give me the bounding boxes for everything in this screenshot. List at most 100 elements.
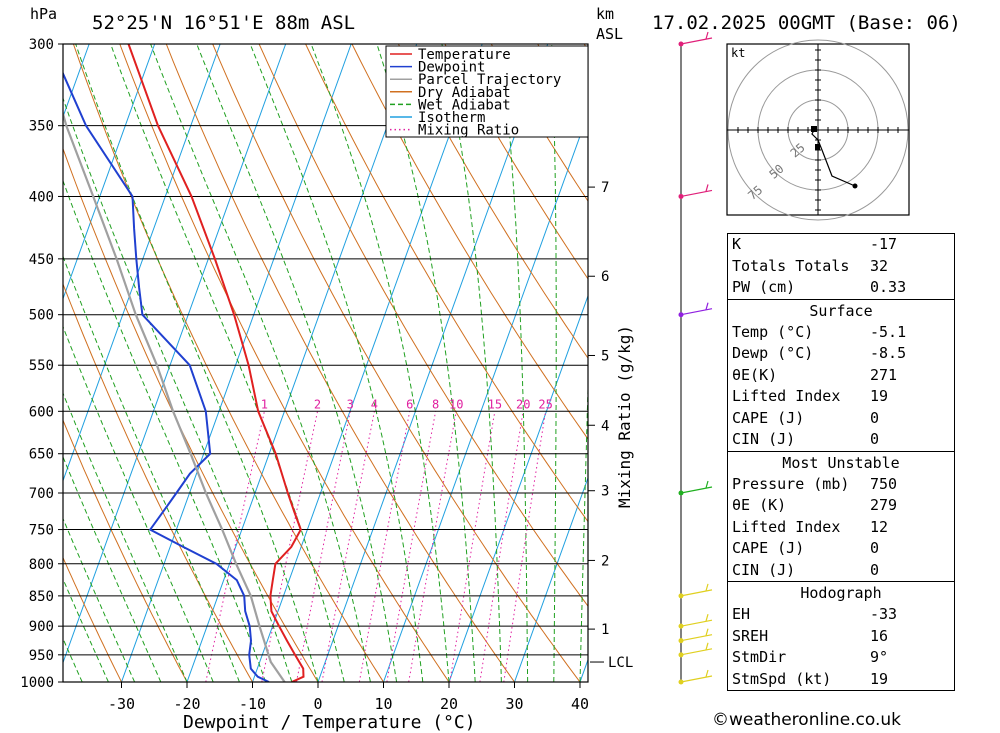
legend-box (385, 45, 589, 138)
mixing-ratio-tick-label: 15 (488, 397, 502, 411)
pressure-tick-label: 400 (29, 189, 54, 205)
mu-lifted-label: Lifted Index (732, 517, 841, 536)
isotherm-line (252, 44, 483, 682)
wet-adiabat-line (63, 179, 267, 682)
legend-label-wet-adiabat: Wet Adiabat (418, 97, 511, 113)
lcl-label: LCL (608, 655, 633, 671)
surface-cape-label: CAPE (J) (732, 408, 805, 427)
k-index-label: K (732, 235, 742, 253)
wind-barb-flag (705, 184, 709, 192)
legend-label-dewpoint: Dewpoint (418, 60, 485, 76)
wet-adiabat-line (551, 44, 557, 682)
mu-pressure-row: Pressure (mb) 750 (728, 474, 954, 496)
wet-adiabat-line (376, 44, 476, 682)
isotherm-line (514, 476, 588, 682)
mixing-ratio-labels: 1 2 3 4 6 8 10 15 20 25 (261, 397, 553, 411)
sreh-row: SREH 16 (728, 626, 954, 648)
sreh-label: SREH (732, 626, 769, 645)
mu-pressure-value: 750 (870, 474, 898, 493)
wet-adiabat-line (75, 44, 319, 682)
wind-barb (680, 634, 713, 642)
wind-barb-flag (705, 583, 709, 592)
mixing-ratio-line (479, 411, 524, 682)
pressure-tick-label: 450 (29, 252, 54, 268)
eh-value: -33 (870, 605, 898, 623)
wind-barb-flag (705, 302, 709, 310)
datetime-title: 17.02.2025 00GMT (Base: 06) (652, 12, 961, 34)
plot-frame (62, 43, 589, 683)
wet-adiabat-line (500, 44, 529, 682)
pressure-tick-label: 300 (29, 37, 54, 53)
temperature-tick-label: 40 (571, 695, 589, 713)
temperature-tick-label: -30 (108, 695, 135, 713)
height-axis: 7 6 5 4 3 2 1 LCL (588, 180, 633, 671)
wind-barb-flag (705, 628, 709, 636)
wind-barb-dot (678, 41, 684, 47)
temperature-tick-label: 20 (440, 695, 458, 713)
sreh-value: 16 (870, 626, 889, 645)
units-km: km (596, 5, 614, 23)
height-tick-label: 6 (601, 269, 609, 285)
mixing-ratio-tick-label: 10 (449, 397, 463, 411)
wind-barb-dot (678, 312, 684, 318)
legend-label-mixing-ratio: Mixing Ratio (418, 123, 519, 139)
isotherm-line (383, 112, 588, 682)
temperature-tick-label: -10 (239, 695, 266, 713)
pressure-tick-label: 800 (29, 557, 54, 573)
mixing-ratio-line (296, 411, 351, 682)
copyright-footer[interactable]: ©weatheronline.co.uk (712, 710, 902, 730)
surface-dewp-value: -8.5 (870, 344, 907, 362)
wind-barb-dot (678, 490, 684, 496)
wind-barb-flag (705, 31, 709, 40)
surface-temp-row: Temp (°C) -5.1 (728, 322, 954, 344)
surface-cin-value: 0 (870, 430, 880, 448)
wind-barb-dot (678, 193, 684, 199)
mu-cin-value: 0 (870, 560, 880, 579)
eh-row: EH -33 (728, 604, 954, 626)
mu-cape-value: 0 (870, 539, 880, 557)
x-axis-label: Dewpoint / Temperature (°C) (183, 712, 476, 733)
totals-totals-row: Totals Totals 32 (728, 256, 954, 278)
hodograph-marker (815, 144, 820, 150)
mixing-ratio-line (449, 411, 496, 682)
wet-adiabat-line (196, 44, 398, 682)
pw-value: 0.33 (870, 278, 907, 296)
dry-adiabat-line (165, 44, 515, 682)
wind-barb-flag (705, 642, 709, 650)
mixing-ratio-tick-label: 1 (261, 397, 268, 411)
mu-thetae-value: 279 (870, 496, 898, 514)
wet-adiabat-line (110, 44, 345, 682)
surface-thetae-row: θE(K) 271 (728, 365, 954, 387)
mu-lifted-row: Lifted Index 12 (728, 517, 954, 539)
mixing-ratio-line (205, 411, 265, 682)
pressure-tick-label: 900 (29, 619, 54, 635)
isotherm-line (63, 44, 287, 665)
surface-title: Surface (809, 301, 873, 320)
dry-adiabat-line (397, 44, 588, 359)
mu-cape-row: CAPE (J) 0 (728, 538, 954, 560)
mixing-ratio-line (408, 411, 457, 682)
mixing-ratio-line (321, 411, 375, 682)
isotherm-line (186, 44, 418, 682)
legend-label-parcel-trajectory: Parcel Trajectory (418, 72, 561, 88)
pressure-tick-label: 600 (29, 404, 54, 420)
legend-label-isotherm: Isotherm (418, 110, 485, 126)
surface-cin-label: CIN (J) (732, 430, 796, 448)
wind-barb-dot (678, 638, 684, 644)
wind-barb (680, 308, 713, 316)
wind-barb-flag (705, 480, 709, 489)
pressure-axis: 300 350 400 450 500 550 600 650 700 750 800 850 900 9… (20, 37, 63, 691)
mixing-ratio-tick-label: 6 (406, 397, 413, 411)
pressure-tick-label: 950 (29, 648, 54, 664)
dry-adiabat-line (212, 44, 581, 682)
mixing-ratio-tick-label: 8 (432, 397, 439, 411)
pressure-tick-label: 550 (29, 358, 54, 374)
mixing-ratio-line (261, 411, 318, 682)
surface-lifted-row: Lifted Index 19 (728, 386, 954, 408)
surface-lifted-value: 19 (870, 387, 889, 405)
isotherm-line (121, 44, 352, 682)
wind-barb-dot (678, 623, 684, 629)
